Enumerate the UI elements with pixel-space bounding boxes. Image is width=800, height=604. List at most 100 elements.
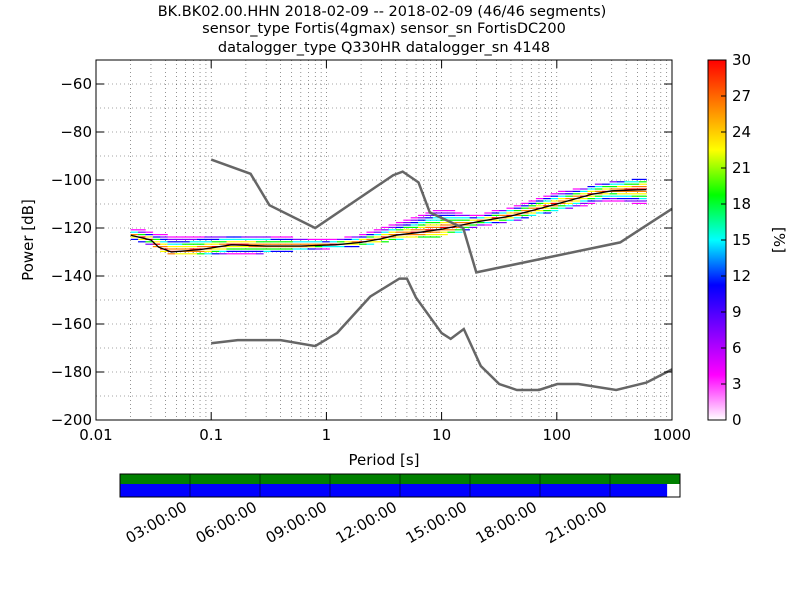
- psd-cell: [535, 212, 544, 214]
- psd-cell: [572, 188, 581, 190]
- psd-cell: [388, 229, 397, 231]
- psd-cell: [395, 226, 404, 228]
- psd-cell: [255, 238, 264, 240]
- psd-mode-line: [130, 188, 647, 253]
- psd-cell: [410, 222, 419, 224]
- psd-cell: [506, 207, 515, 209]
- psd-cell: [587, 202, 596, 204]
- psd-cell: [307, 246, 316, 248]
- psd-cell: [359, 234, 367, 236]
- psd-cell: [499, 219, 507, 221]
- title-line-3: datalogger_type Q330HR datalogger_sn 414…: [218, 40, 550, 56]
- psd-cell: [521, 207, 529, 209]
- psd-cell: [418, 226, 426, 228]
- psd-cell: [366, 236, 375, 238]
- psd-cell: [639, 178, 647, 180]
- psd-cell: [624, 200, 633, 202]
- psd-cell: [484, 217, 493, 219]
- psd-cell: [572, 190, 581, 192]
- psd-cell: [410, 234, 419, 236]
- psd-cell: [255, 243, 264, 245]
- psd-cell: [528, 212, 537, 214]
- psd-cell: [285, 238, 294, 240]
- psd-cell: [550, 205, 559, 207]
- psd-cell: [506, 219, 515, 221]
- psd-cell: [204, 246, 213, 248]
- psd-cell: [543, 205, 551, 207]
- colorbar-tick-label: 27: [732, 87, 751, 105]
- psd-cell: [300, 243, 308, 245]
- y-tick-label: −140: [51, 267, 92, 285]
- psd-cell: [432, 217, 441, 219]
- psd-cell: [388, 226, 397, 228]
- psd-cell: [248, 248, 257, 250]
- x-tick-label: 10: [432, 426, 451, 444]
- psd-cell: [616, 181, 625, 183]
- psd-cell: [631, 198, 640, 200]
- psd-cell: [381, 234, 389, 236]
- psd-cell: [226, 248, 235, 250]
- psd-cell: [528, 214, 537, 216]
- axes: 0.01 0.1 1 10 100 1000 −200 −180 −160 −140 −120 −10…: [51, 60, 691, 444]
- psd-cell: [219, 241, 227, 243]
- psd-cell: [160, 243, 168, 245]
- psd-cell: [425, 234, 434, 236]
- psd-cell: [513, 219, 522, 221]
- psd-cell: [535, 198, 544, 200]
- psd-cell: [454, 222, 463, 224]
- psd-cell: [307, 238, 316, 240]
- psd-cell: [484, 224, 493, 226]
- psd-cell: [528, 207, 537, 209]
- psd-cell: [263, 250, 271, 252]
- psd-cell: [300, 238, 308, 240]
- psd-cell: [204, 236, 213, 238]
- psd-cell: [395, 229, 404, 231]
- psd-cell: [528, 205, 537, 207]
- psd-cell: [182, 241, 190, 243]
- psd-cell: [248, 241, 257, 243]
- psd-cell: [314, 246, 323, 248]
- psd-cell: [351, 238, 360, 240]
- psd-cell: [425, 217, 434, 219]
- psd-cell: [233, 250, 242, 252]
- psd-cell: [454, 229, 463, 231]
- psd-cell: [454, 217, 463, 219]
- colorbar-tick-label: 9: [732, 303, 742, 321]
- psd-cell: [351, 241, 360, 243]
- psd-cell: [278, 248, 286, 250]
- psd-cell: [513, 207, 522, 209]
- psd-cell: [432, 234, 441, 236]
- psd-cell: [285, 243, 294, 245]
- psd-cell: [609, 198, 618, 200]
- psd-cell: [278, 236, 286, 238]
- psd-cell: [462, 222, 470, 224]
- y-tick-label: −120: [51, 219, 92, 237]
- psd-cell: [322, 238, 330, 240]
- psd-cell: [447, 210, 456, 212]
- psd-cell: [395, 238, 404, 240]
- psd-cell: [373, 234, 382, 236]
- psd-cell: [403, 224, 411, 226]
- psd-cell: [329, 243, 338, 245]
- psd-cell: [403, 234, 411, 236]
- psd-cell: [631, 193, 640, 195]
- psd-cell: [226, 243, 235, 245]
- psd-cell: [425, 222, 434, 224]
- psd-cell: [565, 207, 574, 209]
- psd-cell: [447, 224, 456, 226]
- psd-cell: [631, 183, 640, 185]
- psd-cell: [174, 248, 183, 250]
- psd-cell: [167, 248, 176, 250]
- psd-cell: [130, 238, 139, 240]
- psd-cell: [631, 202, 640, 204]
- psd-cell: [624, 188, 633, 190]
- psd-cell: [344, 238, 353, 240]
- psd-cell: [196, 246, 205, 248]
- psd-cell: [167, 238, 176, 240]
- psd-cell: [152, 246, 161, 248]
- psd-cell: [174, 238, 183, 240]
- psd-cell: [454, 231, 463, 233]
- psd-cell: [418, 236, 426, 238]
- psd-cell: [410, 224, 419, 226]
